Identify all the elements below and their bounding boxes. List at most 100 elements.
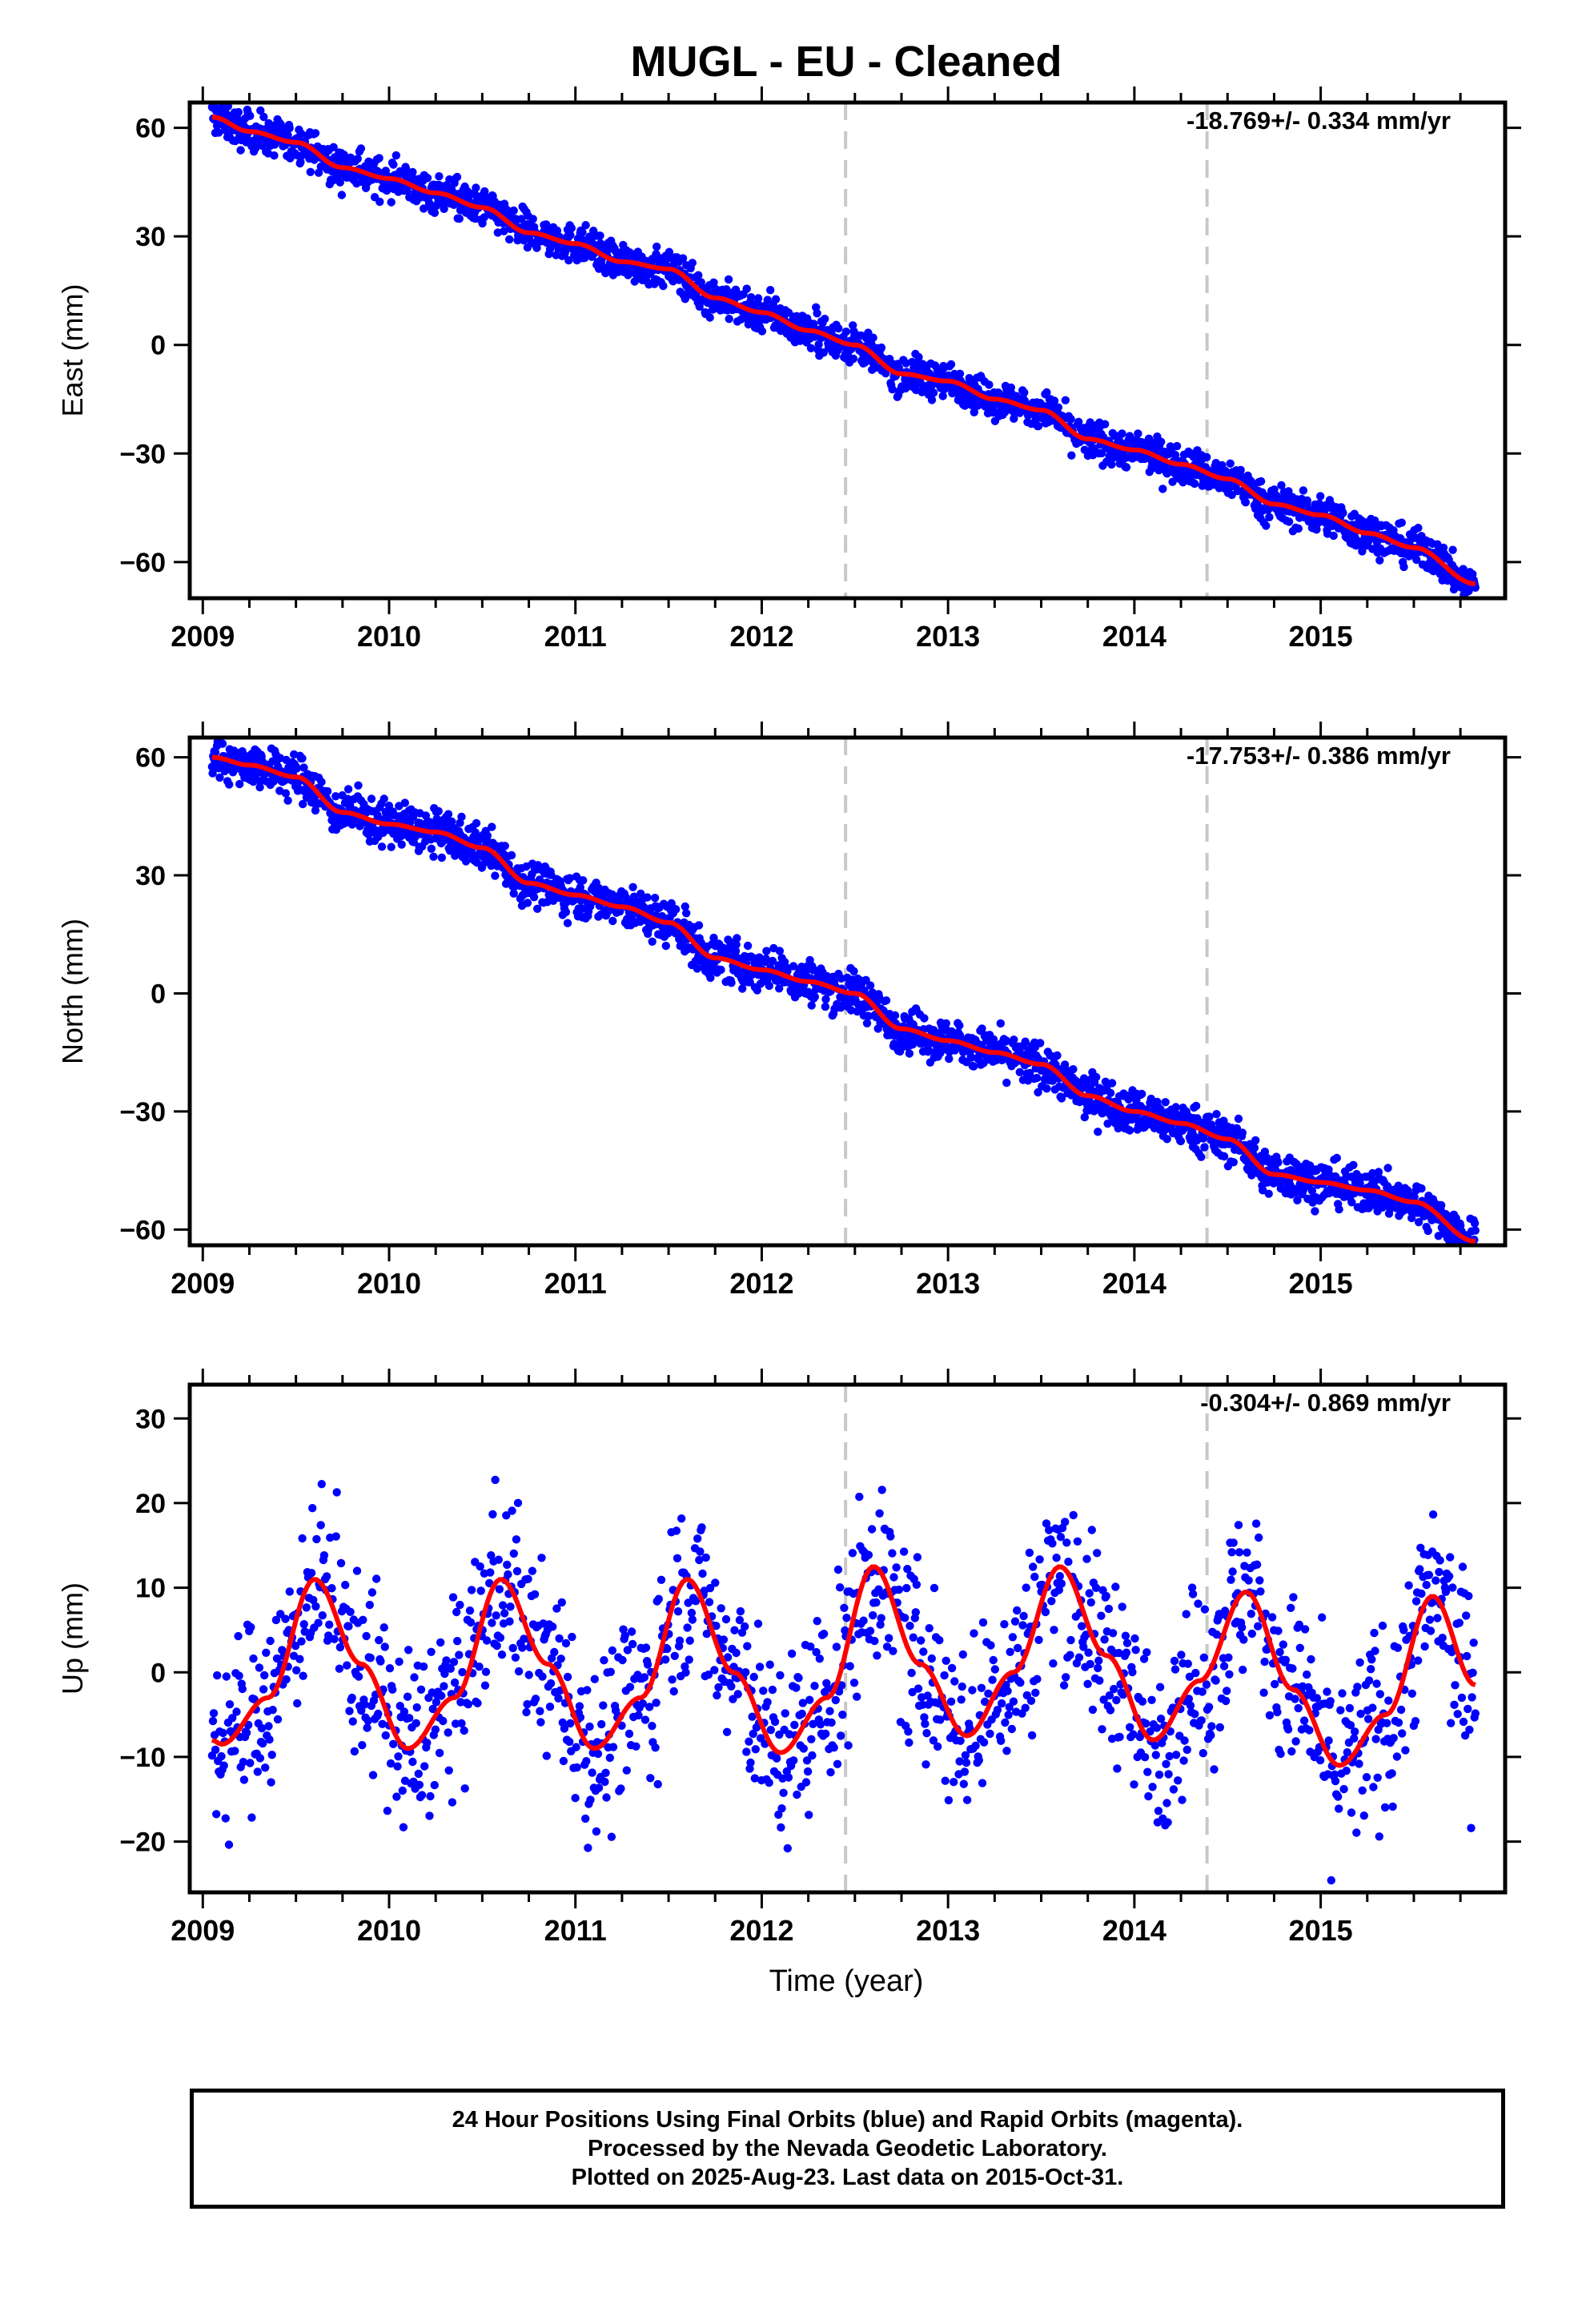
data-point bbox=[508, 1643, 517, 1653]
data-point bbox=[1303, 496, 1312, 505]
data-point bbox=[492, 1611, 500, 1620]
data-point bbox=[533, 904, 542, 914]
data-point bbox=[375, 1635, 383, 1645]
data-point bbox=[681, 902, 689, 911]
data-point bbox=[285, 1587, 294, 1596]
data-point bbox=[1315, 499, 1324, 509]
data-point bbox=[509, 206, 518, 215]
data-point bbox=[262, 1648, 271, 1657]
data-point bbox=[1107, 460, 1116, 469]
data-point bbox=[357, 1706, 366, 1715]
data-point bbox=[650, 894, 660, 903]
data-point bbox=[455, 1651, 464, 1659]
data-point bbox=[747, 293, 756, 302]
data-point bbox=[717, 965, 725, 975]
data-point bbox=[648, 937, 656, 947]
data-point bbox=[1241, 498, 1251, 507]
data-point bbox=[550, 1647, 559, 1657]
data-point bbox=[389, 160, 398, 169]
data-point bbox=[379, 794, 388, 803]
data-point bbox=[678, 254, 688, 263]
data-point bbox=[494, 1555, 503, 1564]
data-point bbox=[555, 1634, 564, 1643]
data-point bbox=[314, 1618, 323, 1627]
data-point bbox=[1234, 1114, 1243, 1124]
data-point bbox=[920, 1014, 929, 1023]
data-point bbox=[267, 1778, 275, 1787]
data-point bbox=[423, 174, 432, 183]
data-point bbox=[545, 1703, 555, 1711]
data-point bbox=[522, 1707, 531, 1717]
data-point bbox=[561, 1638, 571, 1648]
data-point bbox=[426, 1791, 435, 1801]
data-point bbox=[258, 1739, 267, 1748]
data-point bbox=[688, 259, 697, 267]
data-point bbox=[497, 1651, 507, 1659]
data-point bbox=[410, 1673, 419, 1682]
x-tick-label: 2010 bbox=[357, 1267, 421, 1300]
data-point bbox=[581, 1814, 590, 1823]
data-point bbox=[512, 1535, 521, 1544]
data-point bbox=[383, 1807, 392, 1815]
data-point bbox=[404, 1646, 413, 1655]
data-point bbox=[267, 1751, 276, 1759]
data-point bbox=[278, 1646, 287, 1655]
data-point bbox=[323, 786, 332, 796]
data-point bbox=[694, 271, 703, 279]
data-point bbox=[978, 1024, 986, 1033]
data-point bbox=[1293, 1196, 1302, 1205]
data-point bbox=[565, 1737, 574, 1747]
data-point bbox=[1205, 1112, 1214, 1121]
data-point bbox=[343, 794, 352, 803]
data-point bbox=[415, 1780, 424, 1789]
data-point bbox=[255, 1754, 265, 1763]
data-point bbox=[593, 1749, 603, 1759]
data-point bbox=[374, 1709, 383, 1719]
data-point bbox=[440, 1682, 448, 1691]
data-point bbox=[766, 286, 775, 295]
data-point bbox=[379, 1623, 388, 1632]
x-tick-label: 2011 bbox=[544, 620, 607, 653]
data-point bbox=[1468, 1247, 1476, 1255]
data-point bbox=[849, 967, 858, 976]
data-point bbox=[464, 1700, 473, 1709]
data-point bbox=[476, 1562, 484, 1571]
data-point bbox=[472, 818, 481, 828]
data-point bbox=[536, 1707, 544, 1715]
data-point bbox=[1106, 1088, 1115, 1098]
data-point bbox=[576, 883, 584, 892]
plot-frame bbox=[187, 100, 1508, 601]
y-tick-label: 60 bbox=[135, 743, 166, 774]
y-tick-label: 30 bbox=[135, 861, 166, 891]
data-point bbox=[955, 1021, 964, 1030]
data-point bbox=[400, 798, 409, 807]
data-point bbox=[298, 1534, 307, 1543]
data-point bbox=[564, 255, 573, 265]
data-point bbox=[234, 1631, 243, 1641]
data-point bbox=[602, 1793, 611, 1802]
data-point bbox=[705, 313, 714, 322]
data-point bbox=[238, 1684, 247, 1694]
data-point bbox=[1094, 1128, 1102, 1136]
data-point bbox=[888, 385, 897, 394]
data-point bbox=[528, 215, 537, 223]
data-point bbox=[970, 408, 979, 416]
data-point bbox=[1311, 1207, 1319, 1216]
data-point bbox=[1001, 408, 1010, 416]
data-point bbox=[400, 1707, 409, 1716]
data-point bbox=[1069, 1065, 1078, 1074]
data-point bbox=[403, 186, 412, 195]
data-point bbox=[520, 1634, 528, 1643]
data-point bbox=[272, 1654, 282, 1663]
data-point bbox=[881, 996, 891, 1005]
data-point bbox=[1407, 1213, 1416, 1223]
data-point bbox=[810, 992, 819, 1001]
data-point bbox=[560, 1724, 569, 1733]
data-point bbox=[331, 792, 340, 801]
data-point bbox=[387, 842, 396, 851]
data-point bbox=[242, 1728, 251, 1737]
data-point bbox=[819, 348, 828, 357]
data-point bbox=[559, 1756, 568, 1766]
